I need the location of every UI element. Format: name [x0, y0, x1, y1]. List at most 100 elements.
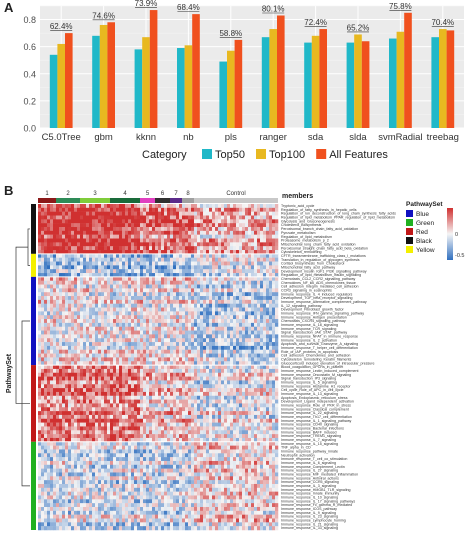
heatmap-cell	[230, 215, 234, 220]
heatmap-cell	[50, 296, 54, 301]
heatmap-cell	[155, 227, 159, 232]
heatmap-cell	[197, 265, 201, 270]
heatmap-cell	[206, 322, 210, 327]
heatmap-cell	[194, 296, 198, 301]
heatmap-cell	[173, 230, 177, 235]
heatmap-cell	[176, 311, 180, 316]
heatmap-cell	[146, 311, 150, 316]
heatmap-cell	[38, 334, 42, 339]
heatmap-cell	[86, 426, 90, 431]
bar-top50	[389, 38, 397, 128]
heatmap-cell	[98, 418, 102, 423]
heatmap-cell	[254, 357, 258, 362]
heatmap-cell	[155, 399, 159, 404]
heatmap-cell	[185, 326, 189, 331]
heatmap-cell	[251, 414, 255, 420]
heatmap-cell	[185, 399, 189, 404]
heatmap-cell	[218, 368, 222, 374]
heatmap-cell	[188, 223, 192, 228]
heatmap-cell	[41, 411, 45, 416]
heatmap-cell	[134, 296, 138, 301]
heatmap-cell	[206, 303, 210, 308]
heatmap-cell	[47, 376, 51, 381]
heatmap-cell	[53, 227, 57, 232]
heatmap-cell	[233, 338, 237, 343]
heatmap-cell	[38, 407, 42, 412]
heatmap-cell	[215, 257, 219, 262]
heatmap-cell	[254, 219, 258, 224]
heatmap-cell	[203, 246, 207, 251]
heatmap-cell	[65, 407, 69, 412]
x-tick-label: nb	[183, 132, 194, 143]
heatmap-cell	[128, 307, 132, 312]
heatmap-cell	[266, 303, 270, 308]
heatmap-cell	[101, 230, 105, 235]
heatmap-cell	[50, 284, 54, 289]
heatmap-cell	[119, 411, 123, 416]
heatmap-cell	[188, 422, 192, 427]
heatmap-cell	[212, 296, 216, 301]
heatmap-cell	[62, 365, 66, 370]
heatmap-cell	[239, 242, 243, 247]
heatmap-cell	[173, 407, 177, 412]
heatmap-cell	[77, 284, 81, 289]
heatmap-cell	[86, 292, 90, 297]
heatmap-cell	[149, 349, 153, 354]
heatmap-cell	[101, 434, 105, 439]
heatmap-cell	[98, 422, 102, 427]
heatmap-cell	[191, 288, 195, 293]
heatmap-cell	[239, 434, 243, 439]
heatmap-cell	[245, 211, 249, 216]
heatmap-cell	[50, 292, 54, 297]
heatmap-cell	[71, 238, 75, 243]
heatmap-cell	[173, 296, 177, 301]
heatmap-cell	[68, 338, 72, 343]
heatmap-cell	[245, 227, 249, 232]
heatmap-cell	[119, 311, 123, 316]
heatmap-cell	[86, 250, 90, 255]
heatmap-cell	[176, 345, 180, 350]
heatmap-cell	[62, 326, 66, 331]
heatmap-cell	[239, 322, 243, 327]
heatmap-cell	[263, 223, 267, 228]
heatmap-cell	[107, 411, 111, 416]
heatmap-cell	[209, 349, 213, 354]
heatmap-cell	[98, 430, 102, 435]
legend-label: Top100	[269, 149, 305, 161]
heatmap-cell	[134, 368, 138, 374]
heatmap-cell	[50, 204, 54, 209]
heatmap-cell	[182, 311, 186, 316]
heatmap-cell	[44, 284, 48, 289]
heatmap-cell	[233, 299, 237, 304]
heatmap-cell	[203, 296, 207, 301]
heatmap-cell	[71, 384, 75, 389]
heatmap-cell	[137, 238, 141, 243]
heatmap-cell	[56, 276, 60, 281]
heatmap-cell	[158, 223, 162, 228]
heatmap-cell	[122, 338, 126, 343]
heatmap-cell	[119, 296, 123, 301]
heatmap-cell	[239, 384, 243, 389]
heatmap-cell	[47, 311, 51, 316]
heatmap-cell	[254, 365, 258, 370]
heatmap-cell	[77, 296, 81, 301]
heatmap-cell	[143, 414, 147, 420]
heatmap-cell	[116, 238, 120, 243]
heatmap-cell	[245, 319, 249, 324]
heatmap-cell	[191, 426, 195, 431]
heatmap-cell	[230, 319, 234, 324]
heatmap-cell	[74, 330, 78, 335]
heatmap-cell	[215, 211, 219, 216]
heatmap-cell	[224, 361, 228, 366]
heatmap-cell	[86, 280, 90, 285]
heatmap-cell	[182, 368, 186, 374]
heatmap-cell	[191, 368, 195, 374]
heatmap-cell	[152, 207, 156, 212]
heatmap-cell	[137, 361, 141, 366]
heatmap-cell	[77, 357, 81, 362]
heatmap-cell	[107, 361, 111, 366]
heatmap-cell	[53, 353, 57, 358]
heatmap-cell	[110, 204, 114, 209]
heatmap-cell	[155, 265, 159, 270]
heatmap-cell	[164, 261, 168, 266]
